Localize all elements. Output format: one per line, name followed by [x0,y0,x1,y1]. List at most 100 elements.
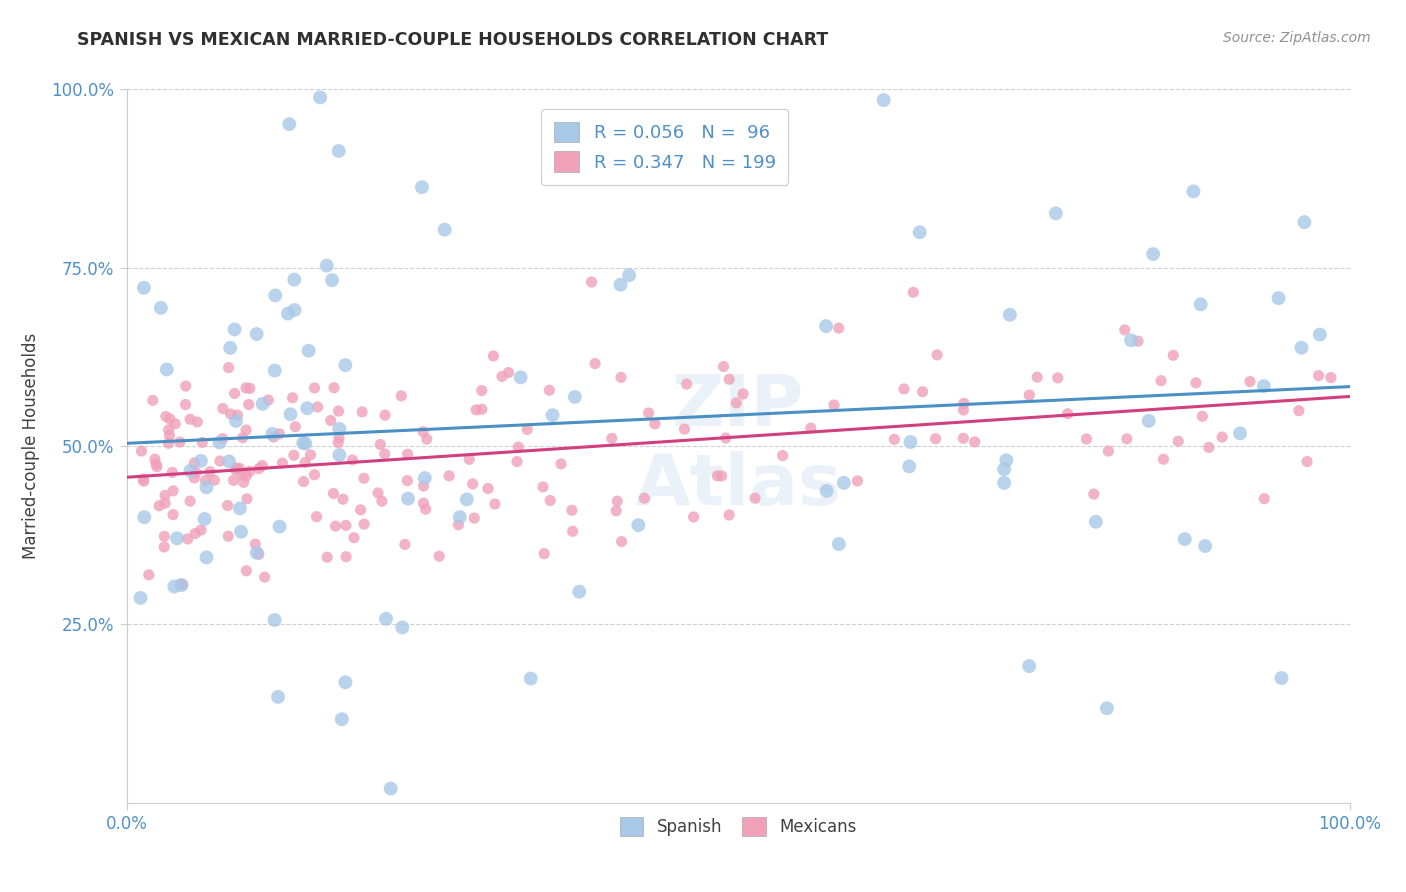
Point [277,307,299,321]
Point [218,360,240,375]
Point [157,423,180,437]
Point [550,457,572,471]
Point [218,454,240,468]
Point [800,421,823,435]
Point [163,579,186,593]
Point [217,529,239,543]
Point [235,469,257,483]
Point [538,493,561,508]
Point [412,496,434,510]
Point [1095,701,1118,715]
Point [516,422,538,436]
Point [219,407,242,421]
Point [412,425,434,439]
Point [396,474,419,488]
Point [236,491,259,506]
Point [610,370,633,384]
Point [155,409,177,424]
Point [224,386,246,401]
Point [644,417,666,431]
Point [138,567,160,582]
Point [229,501,252,516]
Point [1076,432,1098,446]
Point [998,308,1021,322]
Point [1137,414,1160,428]
Point [183,471,205,485]
Point [195,550,218,565]
Point [682,510,704,524]
Point [245,537,267,551]
Point [498,366,520,380]
Point [633,491,655,505]
Point [191,435,214,450]
Point [319,413,342,427]
Point [294,455,316,469]
Point [131,444,153,458]
Point [531,480,554,494]
Point [246,546,269,560]
Point [328,448,350,462]
Point [568,584,591,599]
Point [283,448,305,462]
Point [166,532,188,546]
Point [725,396,748,410]
Point [1174,532,1197,546]
Point [174,379,197,393]
Text: ZIP
Atlas: ZIP Atlas [634,372,842,520]
Point [190,523,212,537]
Point [159,412,181,426]
Point [710,469,733,483]
Point [156,362,179,376]
Point [1046,371,1069,385]
Point [371,494,394,508]
Point [323,381,346,395]
Point [184,526,207,541]
Point [581,275,603,289]
Point [247,547,270,561]
Point [225,463,247,477]
Point [449,510,471,524]
Point [411,180,433,194]
Point [309,90,332,104]
Point [396,447,419,461]
Point [294,436,316,450]
Point [335,549,357,564]
Point [195,480,218,494]
Point [1189,297,1212,311]
Point [561,524,583,539]
Point [231,467,253,482]
Point [165,417,187,431]
Legend: Spanish, Mexicans: Spanish, Mexicans [612,808,865,845]
Point [832,475,855,490]
Point [162,466,184,480]
Point [232,475,254,490]
Point [262,426,284,441]
Point [718,372,741,386]
Point [1114,323,1136,337]
Point [283,303,305,318]
Point [1097,444,1119,458]
Point [280,407,302,421]
Point [174,398,197,412]
Point [328,431,350,445]
Point [903,285,925,300]
Point [815,483,838,498]
Point [190,454,212,468]
Point [222,473,245,487]
Point [149,301,172,315]
Point [235,381,257,395]
Point [491,369,513,384]
Point [322,486,344,500]
Point [606,494,628,508]
Point [610,534,633,549]
Point [179,412,201,426]
Point [252,397,274,411]
Point [609,277,631,292]
Point [1253,491,1275,506]
Point [673,422,696,436]
Point [1267,291,1289,305]
Point [235,564,257,578]
Point [235,423,257,437]
Point [1045,206,1067,220]
Point [1018,388,1040,402]
